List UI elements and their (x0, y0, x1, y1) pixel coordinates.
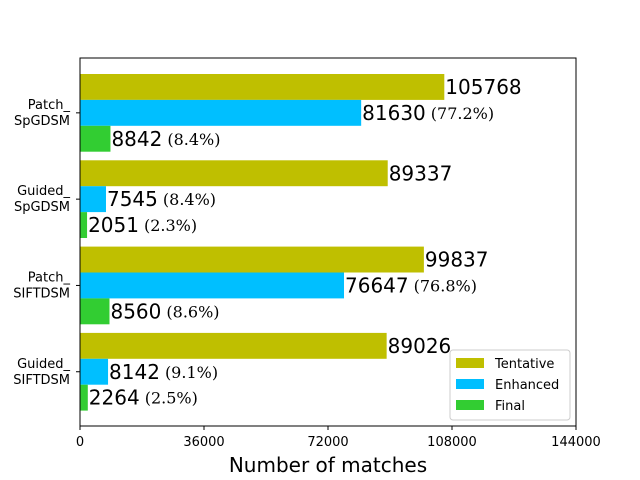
y-tick-label-2: Patch_ SIFTDSM (13, 270, 70, 301)
legend-swatch-enhanced (456, 379, 484, 389)
percent-label-final-2: (8.6%) (166, 302, 219, 321)
x-tick-label-3: 108000 (427, 435, 477, 450)
percent-label-final-1: (2.3%) (144, 216, 197, 235)
legend-swatch-final (456, 400, 484, 410)
bar-enhanced-2 (80, 272, 345, 299)
x-tick-label-2: 72000 (307, 435, 348, 450)
value-label-enhanced-0: 81630 (362, 101, 426, 125)
x-tick-label-0: 0 (76, 435, 84, 450)
value-label-tentative-0: 105768 (445, 75, 521, 99)
value-label-final-0: 8842 (111, 127, 162, 151)
bar-final-1 (80, 212, 88, 238)
bar-final-2 (80, 298, 110, 325)
value-label-final-2: 8560 (110, 299, 161, 323)
legend-label-enhanced: Enhanced (495, 378, 559, 393)
value-label-tentative-3: 89026 (388, 334, 452, 358)
value-label-final-3: 2264 (89, 386, 140, 410)
percent-label-enhanced-2: (76.8%) (414, 276, 477, 295)
bar-tentative-2 (80, 246, 424, 273)
value-label-tentative-2: 99837 (425, 248, 489, 272)
plot-frame (79, 57, 577, 427)
legend: Tentative Enhanced Final (449, 349, 571, 421)
x-axis-label: Number of matches (229, 453, 427, 477)
bar-tentative-1 (80, 160, 388, 187)
bar-enhanced-1 (80, 186, 106, 213)
bar-final-0 (80, 125, 111, 152)
percent-label-enhanced-1: (8.4%) (163, 190, 216, 209)
value-label-final-1: 2051 (88, 213, 139, 237)
bar-tentative-3 (80, 332, 387, 359)
value-label-enhanced-2: 76647 (345, 273, 409, 297)
legend-label-final: Final (495, 399, 525, 414)
bars-group (80, 74, 445, 411)
y-tick-labels-group: Patch_ SpGDSM Guided_ SpGDSM Patch_ SIFTDSM Gu… (13, 98, 80, 388)
y-tick-label-1: Guided_ SpGDSM (14, 184, 71, 215)
x-tick-label-4: 144000 (551, 435, 601, 450)
y-tick-label-3: Guided_ SIFTDSM (13, 357, 70, 388)
legend-swatch-tentative (456, 358, 484, 368)
percent-label-enhanced-3: (9.1%) (165, 363, 218, 382)
y-tick-label-0: Patch_ SpGDSM (14, 98, 71, 129)
bar-final-3 (80, 384, 88, 411)
bar-enhanced-3 (80, 358, 109, 385)
value-label-tentative-1: 89337 (389, 161, 453, 185)
value-label-enhanced-1: 7545 (107, 187, 158, 211)
percent-label-enhanced-0: (77.2%) (431, 104, 494, 123)
value-labels-group: 105768 81630 (77.2%) 8842 (8.4%) 89337 7545 (8.… (88, 75, 522, 410)
percent-label-final-0: (8.4%) (167, 130, 220, 149)
x-ticks-group: 0 36000 72000 108000 144000 (76, 426, 601, 450)
bar-enhanced-0 (80, 99, 362, 126)
legend-label-tentative: Tentative (494, 357, 554, 372)
x-tick-label-1: 36000 (183, 435, 224, 450)
percent-label-final-3: (2.5%) (145, 389, 198, 408)
bar-tentative-0 (80, 74, 445, 100)
value-label-enhanced-3: 8142 (109, 360, 160, 384)
